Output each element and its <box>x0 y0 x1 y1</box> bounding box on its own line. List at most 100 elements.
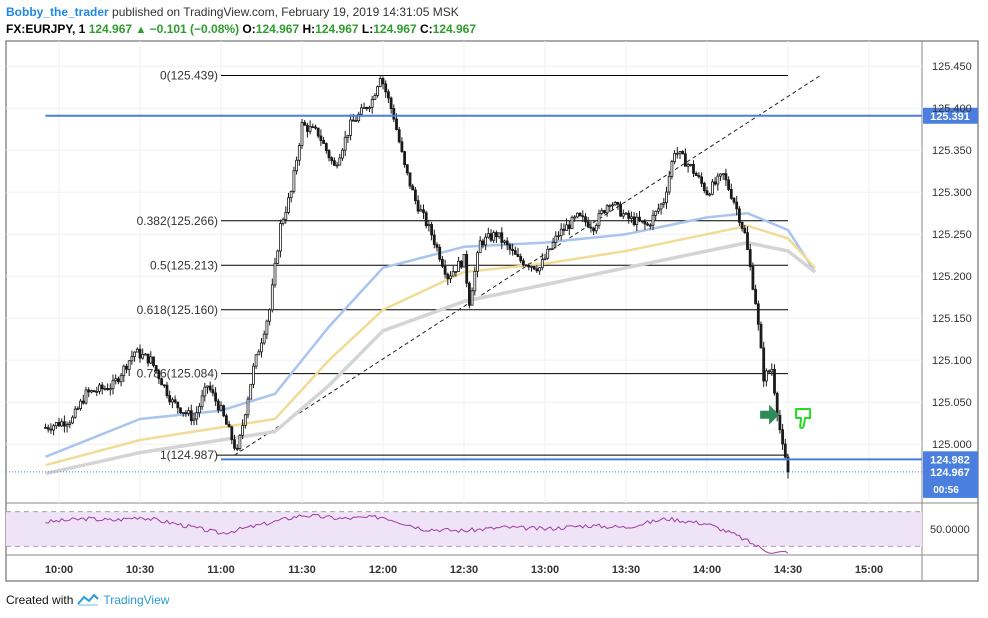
candle-body <box>373 95 377 100</box>
triangle-up-icon: ▲ <box>135 24 147 36</box>
publish-info: published on TradingView.com, February 1… <box>108 5 459 19</box>
symbol-label[interactable]: FX:EURJPY, 1 <box>6 22 86 36</box>
candle-body <box>508 244 512 250</box>
candle-body <box>738 208 741 223</box>
open-value: 124.967 <box>255 22 300 36</box>
candle-body <box>327 150 331 159</box>
candle-body <box>386 91 390 99</box>
candle-body <box>700 176 703 184</box>
candle-body <box>224 415 228 425</box>
chart-border <box>5 40 979 582</box>
candle-body <box>125 365 128 370</box>
candle-body <box>708 193 712 196</box>
candle-body <box>295 159 299 172</box>
candle-body <box>219 405 223 411</box>
candle-body <box>127 360 131 370</box>
candle-body <box>638 216 641 222</box>
candle-body <box>311 126 315 129</box>
candle-body <box>576 212 579 218</box>
candle-body <box>322 140 326 144</box>
candle-body <box>200 395 204 407</box>
candle-body <box>454 271 458 273</box>
candle-body <box>60 421 64 427</box>
candle-body <box>759 323 763 349</box>
candle-body <box>413 189 417 202</box>
time-axis[interactable]: 10:00 10:30 11:00 11:30 12:00 12:30 13:00 13:30… <box>45 564 883 576</box>
candle-body <box>46 427 50 430</box>
candle-body <box>227 423 231 428</box>
candle-body <box>95 390 99 393</box>
candle-body <box>648 224 652 227</box>
time-tick-label: 11:00 <box>207 564 235 576</box>
candle-body <box>238 434 242 449</box>
candle-body <box>98 384 101 392</box>
candle-body <box>419 209 423 212</box>
candle-body <box>349 119 353 136</box>
candle-body <box>567 224 571 230</box>
candle-body <box>646 223 649 226</box>
candle-body <box>681 151 685 155</box>
candle-body <box>357 113 361 122</box>
candle-body <box>470 290 474 306</box>
candle-body <box>497 232 501 238</box>
candle-body <box>640 220 644 223</box>
candle-body <box>335 164 339 167</box>
candle-body <box>654 210 658 216</box>
candle-body <box>435 244 439 248</box>
time-tick-label: 14:30 <box>774 564 802 576</box>
candle-body <box>748 249 752 267</box>
candle-body <box>673 153 676 162</box>
close-value: 124.967 <box>432 22 477 36</box>
price-badge-label: 125.391 <box>930 111 970 123</box>
candle-body <box>581 215 585 218</box>
candle-body <box>403 151 407 166</box>
candle-body <box>767 370 771 373</box>
candle-body <box>667 175 671 193</box>
open-label: O: <box>242 22 256 36</box>
candle-body <box>268 309 272 322</box>
candle-body <box>440 258 444 267</box>
candle-body <box>478 240 482 254</box>
time-tick-label: 12:00 <box>369 564 397 576</box>
candle-body <box>505 240 509 246</box>
candle-body <box>233 439 236 449</box>
candle-body <box>616 202 620 205</box>
candle-body <box>713 181 717 185</box>
moving-average-line <box>45 240 817 476</box>
price-axis[interactable]: 125.450 125.400 125.350 125.300 125.250 125.2… <box>932 61 972 451</box>
candle-body <box>600 210 604 214</box>
candle-body <box>287 197 290 213</box>
candle-body <box>146 353 150 364</box>
candle-body <box>727 179 730 190</box>
candle-body <box>540 259 544 269</box>
candle-body <box>243 414 247 426</box>
candle-body <box>303 122 307 126</box>
candle-body <box>519 256 523 262</box>
candle-body <box>79 400 82 409</box>
time-tick-label: 14:00 <box>693 564 721 576</box>
candle-body <box>405 164 409 174</box>
candle-body <box>246 398 250 416</box>
candle-body <box>573 216 577 219</box>
candle-body <box>665 191 668 204</box>
candle-body <box>179 407 182 414</box>
candle-body <box>705 190 709 196</box>
candle-body <box>608 205 612 208</box>
author-link[interactable]: Bobby_the_trader <box>6 5 109 19</box>
candle-body <box>63 421 66 427</box>
candle-body <box>203 386 207 397</box>
candle-body <box>765 370 768 382</box>
candle-body <box>770 368 774 373</box>
candle-body <box>684 153 687 167</box>
candle-body <box>162 384 166 387</box>
candle-body <box>222 405 226 417</box>
candle-body <box>692 164 695 174</box>
candle-body <box>181 412 185 414</box>
candle-body <box>141 353 145 359</box>
ohlc-line: FX:EURJPY, 1 124.967 ▲ −0.101 (−0.08%) O… <box>6 22 476 36</box>
candle-body <box>589 226 593 229</box>
tradingview-link[interactable]: TradingView <box>103 593 170 607</box>
candle-body <box>729 189 733 199</box>
candle-body <box>114 378 118 382</box>
candle-body <box>651 214 655 226</box>
